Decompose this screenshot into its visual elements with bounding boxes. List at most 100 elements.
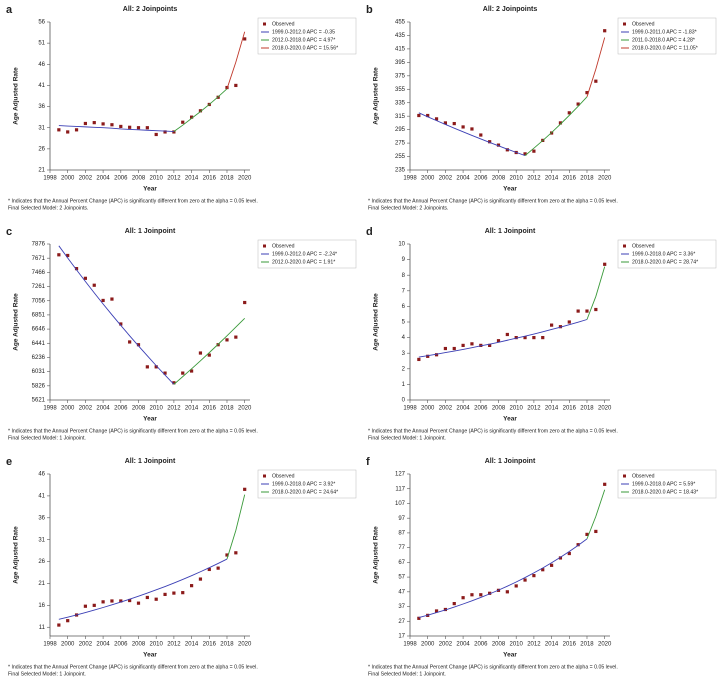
y-tick-label: 36: [38, 104, 45, 110]
legend-label: 1999.0-2018.0 APC = 5.59*: [632, 481, 695, 487]
x-tick-label: 2008: [132, 406, 146, 412]
x-tick-label: 2014: [545, 176, 559, 182]
x-tick-label: 2010: [510, 176, 524, 182]
observed-point: [207, 567, 211, 572]
observed-point: [172, 381, 176, 385]
x-tick-label: 2020: [238, 642, 252, 648]
legend-label: 2018.0-2020.0 APC = 24.64*: [272, 489, 338, 495]
y-axis-label: Age Adjusted Rate: [373, 526, 380, 584]
y-tick-label: 51: [38, 41, 45, 47]
observed-point: [74, 267, 79, 271]
footnote: Final Selected Model: 2 Joinpoints.: [368, 205, 448, 211]
legend-marker: [263, 244, 266, 248]
observed-point: [66, 253, 70, 258]
x-tick-label: 2000: [421, 406, 435, 412]
x-tick-label: 2020: [598, 642, 612, 648]
fit-line: [524, 96, 588, 156]
y-tick-label: 26: [38, 146, 45, 152]
observed-point: [452, 602, 456, 606]
observed-point: [57, 128, 61, 132]
y-axis-label: Age Adjusted Rate: [13, 293, 20, 351]
legend-marker: [263, 474, 266, 478]
y-axis-label: Age Adjusted Rate: [13, 526, 20, 584]
observed-point: [154, 597, 158, 601]
x-tick-label: 2010: [150, 406, 164, 412]
observed-point: [243, 37, 247, 41]
observed-point: [198, 109, 203, 113]
y-tick-label: 7261: [32, 284, 46, 290]
observed-point: [92, 121, 96, 125]
x-tick-label: 2016: [203, 176, 217, 182]
observed-point: [83, 121, 87, 126]
observed-point: [434, 117, 439, 121]
x-tick-label: 2018: [220, 406, 234, 412]
observed-point: [470, 342, 474, 346]
x-axis-label: Year: [503, 186, 517, 193]
observed-point: [567, 551, 571, 556]
x-tick-label: 2004: [456, 406, 470, 412]
x-tick-label: 2016: [203, 406, 217, 412]
chart-title: All: 1 Joinpoint: [125, 458, 176, 465]
observed-point: [505, 332, 509, 337]
observed-point: [461, 343, 465, 347]
footnote: Final Selected Model: 1 Joinpoint.: [8, 435, 86, 441]
x-axis-label: Year: [503, 416, 517, 423]
observed-point: [243, 487, 247, 491]
observed-point: [576, 543, 580, 547]
observed-point: [505, 590, 509, 594]
observed-point: [585, 532, 589, 536]
fit-line: [418, 112, 526, 157]
y-tick-label: 5621: [32, 398, 46, 404]
observed-point: [136, 343, 141, 347]
footnote: * Indicates that the Annual Percent Chan…: [368, 198, 618, 204]
y-tick-label: 455: [395, 20, 406, 26]
observed-point: [558, 556, 563, 560]
fit-line: [58, 125, 174, 132]
observed-point: [514, 336, 518, 340]
observed-point: [479, 343, 483, 347]
y-tick-label: 97: [398, 516, 405, 522]
legend-label: 2012.0-2018.0 APC = 4.97*: [272, 37, 335, 43]
legend-label: 1999.0-2012.0 APC = -2.24*: [272, 251, 337, 257]
y-tick-label: 6031: [32, 369, 46, 375]
observed-point: [110, 599, 114, 603]
legend-label: 1999.0-2018.0 APC = 3.36*: [632, 251, 695, 257]
observed-point: [452, 346, 456, 351]
legend-label: Observed: [632, 21, 655, 27]
observed-point: [541, 336, 545, 340]
panel-label: d: [366, 226, 373, 238]
legend-box: [617, 239, 717, 269]
observed-point: [57, 253, 61, 257]
observed-point: [225, 338, 229, 342]
y-tick-label: 375: [395, 73, 406, 79]
panel-label: f: [366, 456, 370, 468]
x-tick-label: 2006: [474, 642, 488, 648]
x-tick-label: 2014: [185, 406, 199, 412]
legend-label: Observed: [272, 473, 295, 479]
observed-point: [549, 323, 554, 327]
x-tick-label: 1998: [403, 406, 417, 412]
legend-label: 1999.0-2012.0 APC = -0.35: [272, 29, 335, 35]
chart-title: All: 1 Joinpoint: [125, 228, 176, 235]
observed-point: [523, 336, 527, 340]
x-tick-label: 2004: [96, 176, 110, 182]
observed-point: [479, 133, 483, 137]
observed-point: [101, 600, 105, 604]
x-tick-label: 2008: [492, 406, 506, 412]
x-tick-label: 2020: [238, 176, 252, 182]
observed-point: [163, 371, 167, 375]
x-tick-label: 2018: [220, 176, 234, 182]
y-tick-label: 10: [398, 242, 405, 248]
observed-point: [128, 340, 132, 344]
observed-point: [443, 346, 447, 351]
panel-label: b: [366, 4, 373, 16]
y-tick-label: 57: [398, 575, 405, 581]
fit-line: [173, 317, 246, 385]
y-tick-label: 275: [395, 141, 406, 147]
legend-label: 2018.0-2020.0 APC = 28.74*: [632, 259, 698, 265]
y-tick-label: 7: [402, 288, 406, 294]
footnote: * Indicates that the Annual Percent Chan…: [368, 428, 618, 434]
footnote: * Indicates that the Annual Percent Chan…: [8, 428, 258, 434]
panel-label: a: [6, 4, 13, 16]
observed-point: [119, 599, 123, 603]
